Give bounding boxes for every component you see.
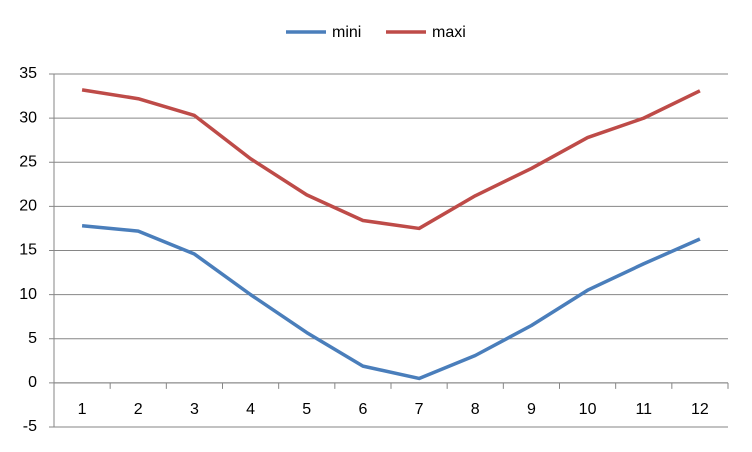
y-tick-label: 0 <box>28 374 37 391</box>
y-tick-label: 15 <box>19 242 37 259</box>
y-tick-label: 35 <box>19 65 37 82</box>
y-tick-label: 10 <box>19 286 37 303</box>
x-tick-label: 3 <box>190 401 199 418</box>
x-tick-label: 8 <box>471 401 480 418</box>
legend-label: maxi <box>432 24 466 41</box>
x-tick-label: 9 <box>527 401 536 418</box>
x-tick-label: 6 <box>358 401 367 418</box>
y-tick-label: 30 <box>19 109 37 126</box>
y-tick-label: 20 <box>19 198 37 215</box>
y-tick-label: 25 <box>19 153 37 170</box>
x-tick-label: 1 <box>78 401 87 418</box>
x-tick-label: 5 <box>302 401 311 418</box>
x-tick-label: 4 <box>246 401 255 418</box>
y-tick-label: -5 <box>23 418 37 435</box>
series-line <box>81 224 701 381</box>
x-tick-label: 2 <box>134 401 143 418</box>
series-line <box>81 88 701 231</box>
legend-label: mini <box>332 24 361 41</box>
x-tick-label: 11 <box>635 401 652 418</box>
x-tick-label: 12 <box>691 401 709 418</box>
x-tick-label: 7 <box>415 401 424 418</box>
x-tick-label: 10 <box>579 401 597 418</box>
y-tick-label: 5 <box>28 330 37 347</box>
